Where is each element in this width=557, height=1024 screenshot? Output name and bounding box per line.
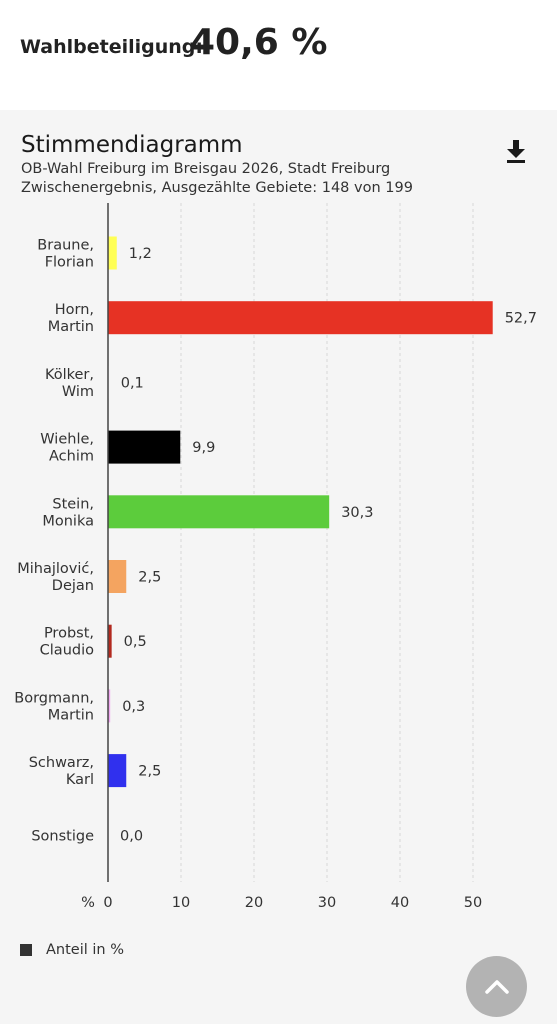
bar: [108, 754, 127, 788]
x-tick-label: 50: [464, 895, 482, 911]
value-label: 52,7: [505, 311, 537, 327]
category-label: Wim: [62, 384, 94, 400]
value-label: 2,5: [138, 570, 161, 586]
value-label: 30,3: [341, 505, 373, 521]
category-label: Kölker,: [45, 367, 94, 383]
category-label: Mihajlović,: [17, 561, 94, 577]
x-tick-label: 40: [391, 895, 409, 911]
category-label: Martin: [48, 707, 94, 723]
scroll-to-top-button[interactable]: [466, 956, 527, 1017]
download-icon[interactable]: [503, 138, 529, 164]
turnout-value: 40,6 %: [190, 22, 328, 63]
legend: Anteil in %: [20, 940, 124, 960]
bar: [108, 624, 112, 658]
bar: [108, 495, 330, 529]
value-label: 9,9: [192, 440, 215, 456]
category-label: Braune,: [37, 238, 94, 254]
x-tick-label: 20: [245, 895, 263, 911]
chart-title: Stimmendiagramm: [21, 132, 243, 158]
value-label: 0,5: [124, 634, 147, 650]
category-label: Schwarz,: [29, 755, 94, 771]
category-label: Stein,: [52, 496, 94, 512]
category-label: Karl: [66, 772, 94, 788]
category-label: Dejan: [52, 578, 94, 594]
chart-subtitle-election: OB-Wahl Freiburg im Breisgau 2026, Stadt…: [21, 161, 391, 177]
value-label: 0,0: [120, 828, 143, 844]
turnout-section: Wahlbeteiligung: 40,6 %: [0, 0, 557, 110]
legend-swatch: [20, 944, 32, 956]
category-label: Wiehle,: [40, 432, 94, 448]
bar: [108, 301, 493, 335]
legend-label: Anteil in %: [46, 942, 124, 958]
chart-panel: [0, 110, 557, 1024]
x-tick-label: 0: [103, 895, 112, 911]
x-tick-label: 30: [318, 895, 336, 911]
chevron-up-icon: [484, 979, 509, 994]
bar: [108, 236, 117, 270]
value-label: 1,2: [129, 246, 152, 262]
download-icon-glyph: [507, 140, 525, 163]
bar: [108, 430, 181, 464]
category-label: Sonstige: [31, 828, 94, 844]
bar: [108, 560, 127, 593]
value-label: 2,5: [138, 764, 161, 780]
turnout-label: Wahlbeteiligung:: [20, 36, 203, 58]
value-label: 0,3: [122, 699, 145, 715]
x-tick-label: 10: [172, 895, 190, 911]
category-label: Claudio: [40, 643, 94, 659]
bar: [108, 689, 111, 723]
category-label: Probst,: [44, 626, 94, 642]
value-label: 0,1: [121, 375, 144, 391]
chart-subtitle-status: Zwischenergebnis, Ausgezählte Gebiete: 1…: [21, 180, 413, 196]
category-label: Martin: [48, 319, 94, 335]
x-axis-unit-label: %: [81, 895, 95, 911]
category-label: Achim: [49, 449, 94, 465]
category-label: Borgmann,: [14, 690, 94, 706]
category-label: Florian: [45, 255, 94, 271]
category-label: Horn,: [55, 302, 94, 318]
category-label: Monika: [42, 513, 94, 529]
